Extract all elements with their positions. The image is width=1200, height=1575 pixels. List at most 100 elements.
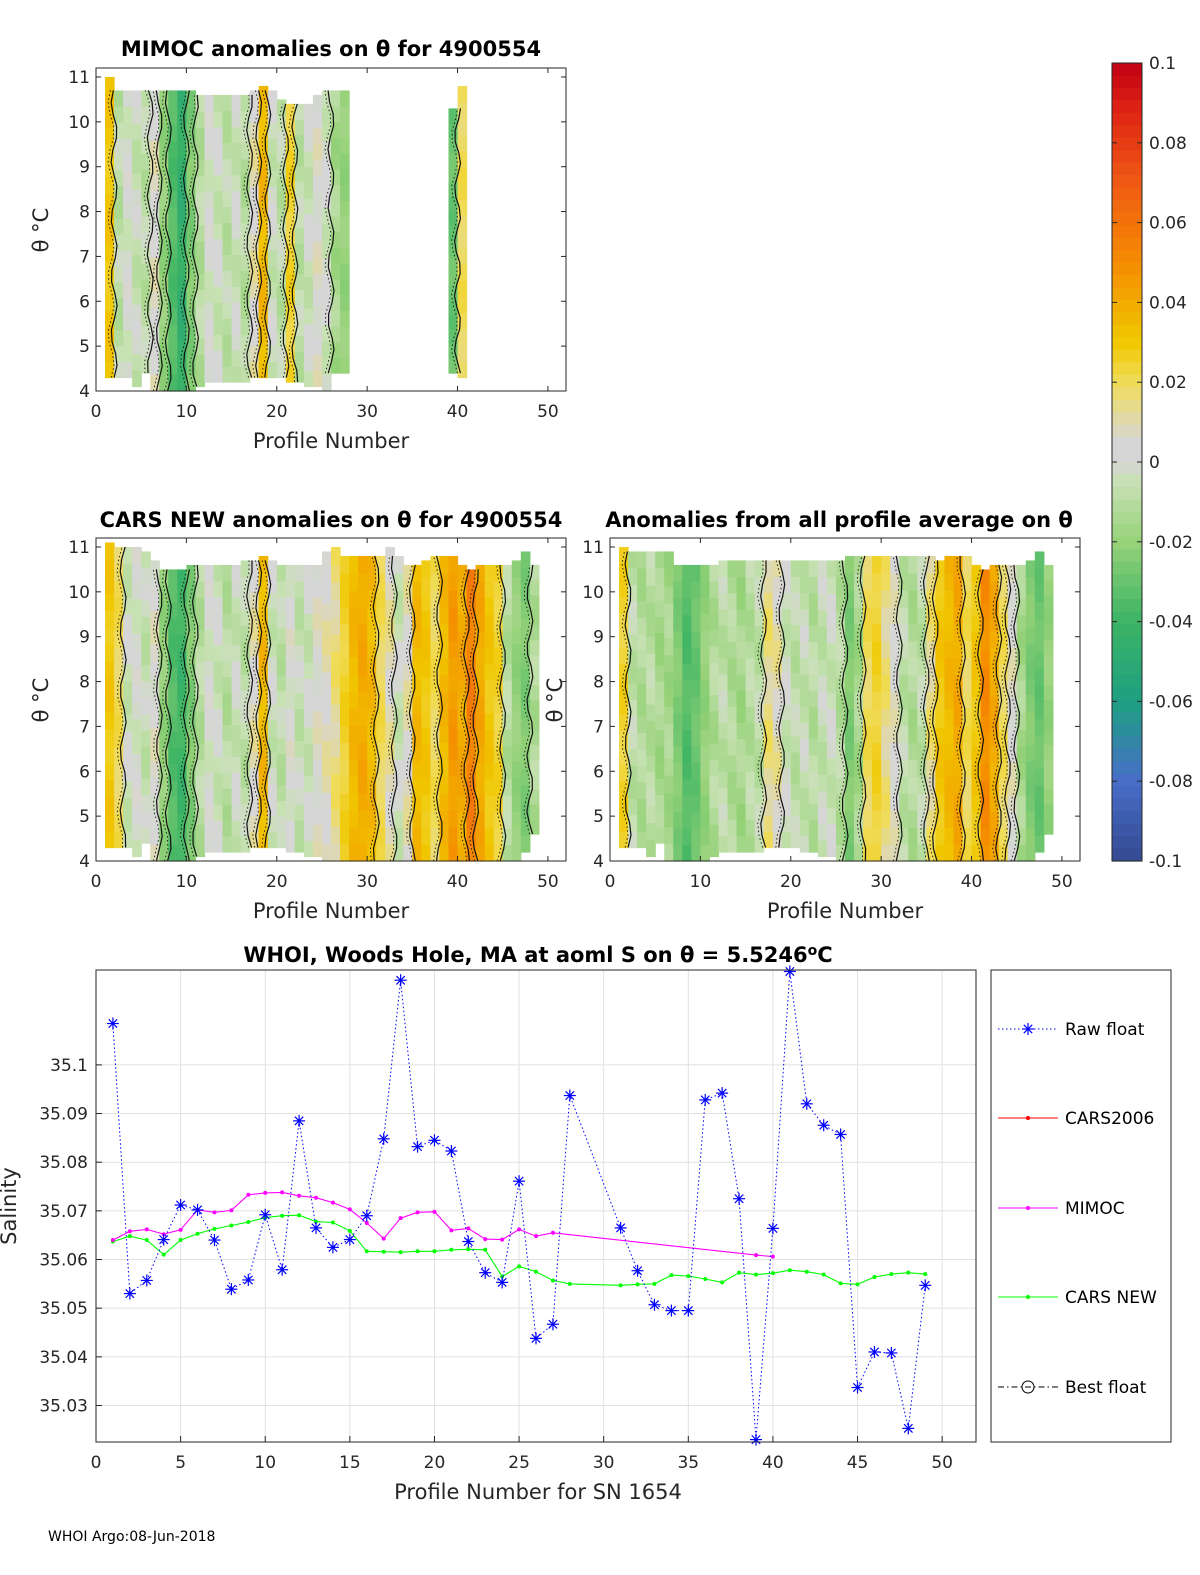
profile-average-cell: [727, 592, 738, 610]
profile-average-cell: [790, 719, 801, 737]
cars-new-cell: [213, 772, 224, 789]
profile-average-cell: [998, 564, 1009, 582]
mimoc-y-tick-label: 9: [79, 158, 90, 178]
profile-average-cell: [1016, 581, 1027, 599]
profile-average-x-tick-label: 0: [605, 872, 616, 892]
profile-average-cell: [754, 657, 765, 675]
cars-new-cell: [466, 650, 477, 668]
profile-average-cell: [637, 732, 647, 750]
profile-average-cell: [1043, 804, 1054, 820]
profile-average-cell: [763, 624, 774, 641]
mimoc-cell: [340, 106, 350, 123]
profile-average-cell: [682, 762, 692, 780]
profile-average-cell: [854, 674, 864, 693]
cars-new-cell: [294, 836, 305, 853]
profile-average-cell: [619, 747, 629, 765]
profile-average-cell: [1043, 654, 1054, 671]
profile-average-cell: [845, 725, 855, 743]
profile-average-cell: [754, 641, 765, 659]
cars-new-cell: [331, 791, 341, 810]
profile-average-cell: [682, 680, 692, 698]
series-point-mimoc: [314, 1195, 318, 1200]
profile-average-y-tick-label: 9: [593, 628, 604, 648]
cars-new-cell: [294, 692, 305, 710]
cars-new-cell: [114, 680, 124, 698]
mimoc-cell: [195, 111, 206, 128]
profile-average-cell: [926, 589, 936, 608]
cars-new-cell: [340, 844, 350, 862]
profile-average-cell: [700, 844, 711, 862]
profile-average-cell: [709, 775, 720, 793]
raw-float-marker: [429, 1135, 440, 1145]
profile-average-cell: [628, 633, 638, 651]
profile-average-cell: [908, 742, 918, 760]
cars-new-cell: [394, 776, 404, 794]
mimoc-contour: [182, 90, 190, 392]
profile-average-cell: [863, 589, 873, 608]
cars-new-cell: [394, 606, 404, 625]
profile-average-cell: [700, 630, 711, 648]
cars-new-cell: [204, 804, 215, 821]
profile-average-cell: [727, 722, 738, 740]
cars-new-cell: [159, 731, 169, 749]
mimoc-cell: [267, 106, 278, 123]
profile-average-cell: [826, 757, 837, 775]
profile-average-cell: [953, 844, 964, 862]
cars-new-cell: [258, 669, 269, 687]
profile-average-cell: [989, 564, 1000, 582]
cars-new-cell: [430, 691, 441, 710]
profile-average-cell: [673, 597, 683, 615]
mimoc-column: [141, 90, 151, 374]
cars-new-cell: [430, 844, 441, 862]
mimoc-cell: [258, 166, 269, 184]
cars-new-contour: [191, 564, 200, 857]
profile-average-cell: [1043, 624, 1054, 641]
profile-average-column: [835, 560, 846, 862]
profile-average-contour: [778, 560, 786, 848]
profile-average-cell: [700, 729, 711, 747]
cars-new-column: [249, 560, 260, 849]
profile-average-cell: [1007, 762, 1018, 780]
cars-new-cell: [430, 827, 441, 845]
cars-new-cell: [448, 742, 459, 760]
mimoc-cell: [123, 313, 133, 331]
raw-float-marker: [480, 1268, 490, 1278]
mimoc-cell: [177, 107, 187, 125]
mimoc-cell: [204, 334, 215, 351]
cars-new-cell: [168, 763, 178, 781]
profile-average-cell: [790, 815, 801, 833]
cars-new-cell: [466, 666, 477, 684]
cars-new-cell: [403, 564, 413, 582]
cars-new-cell: [141, 762, 151, 779]
profile-average-cell: [664, 723, 674, 742]
cars-new-cell: [475, 630, 486, 648]
cars-new-cell: [105, 779, 115, 798]
cars-new-column: [294, 564, 305, 853]
profile-average-cell: [1007, 564, 1018, 582]
raw-float-marker: [345, 1234, 355, 1245]
cars-new-cell: [340, 793, 350, 811]
mimoc-cell: [159, 157, 169, 175]
cars-new-cell: [367, 555, 377, 574]
cars-new-contour: [499, 564, 507, 862]
profile-average-cell: [655, 664, 665, 682]
profile-average-cell: [917, 623, 927, 642]
cars-new-cell: [376, 793, 386, 811]
profile-average-cell: [998, 614, 1009, 632]
cars-new-column: [177, 569, 187, 862]
mimoc-cell: [267, 249, 278, 267]
cars-new-cell: [141, 794, 151, 812]
cars-new-cell: [105, 762, 115, 781]
profile-average-cell: [655, 600, 665, 617]
profile-average-cell: [799, 706, 810, 724]
profile-average-cell: [781, 688, 792, 705]
mimoc-cell: [150, 207, 160, 225]
profile-average-cell: [835, 727, 846, 745]
mimoc-cell: [276, 300, 287, 317]
cars-new-cell: [448, 606, 459, 625]
cars-new-cell: [267, 672, 278, 689]
cars-new-cell: [321, 740, 332, 759]
mimoc-cell: [222, 142, 233, 160]
mimoc-cell: [222, 302, 233, 319]
cars-new-cell: [141, 729, 151, 747]
